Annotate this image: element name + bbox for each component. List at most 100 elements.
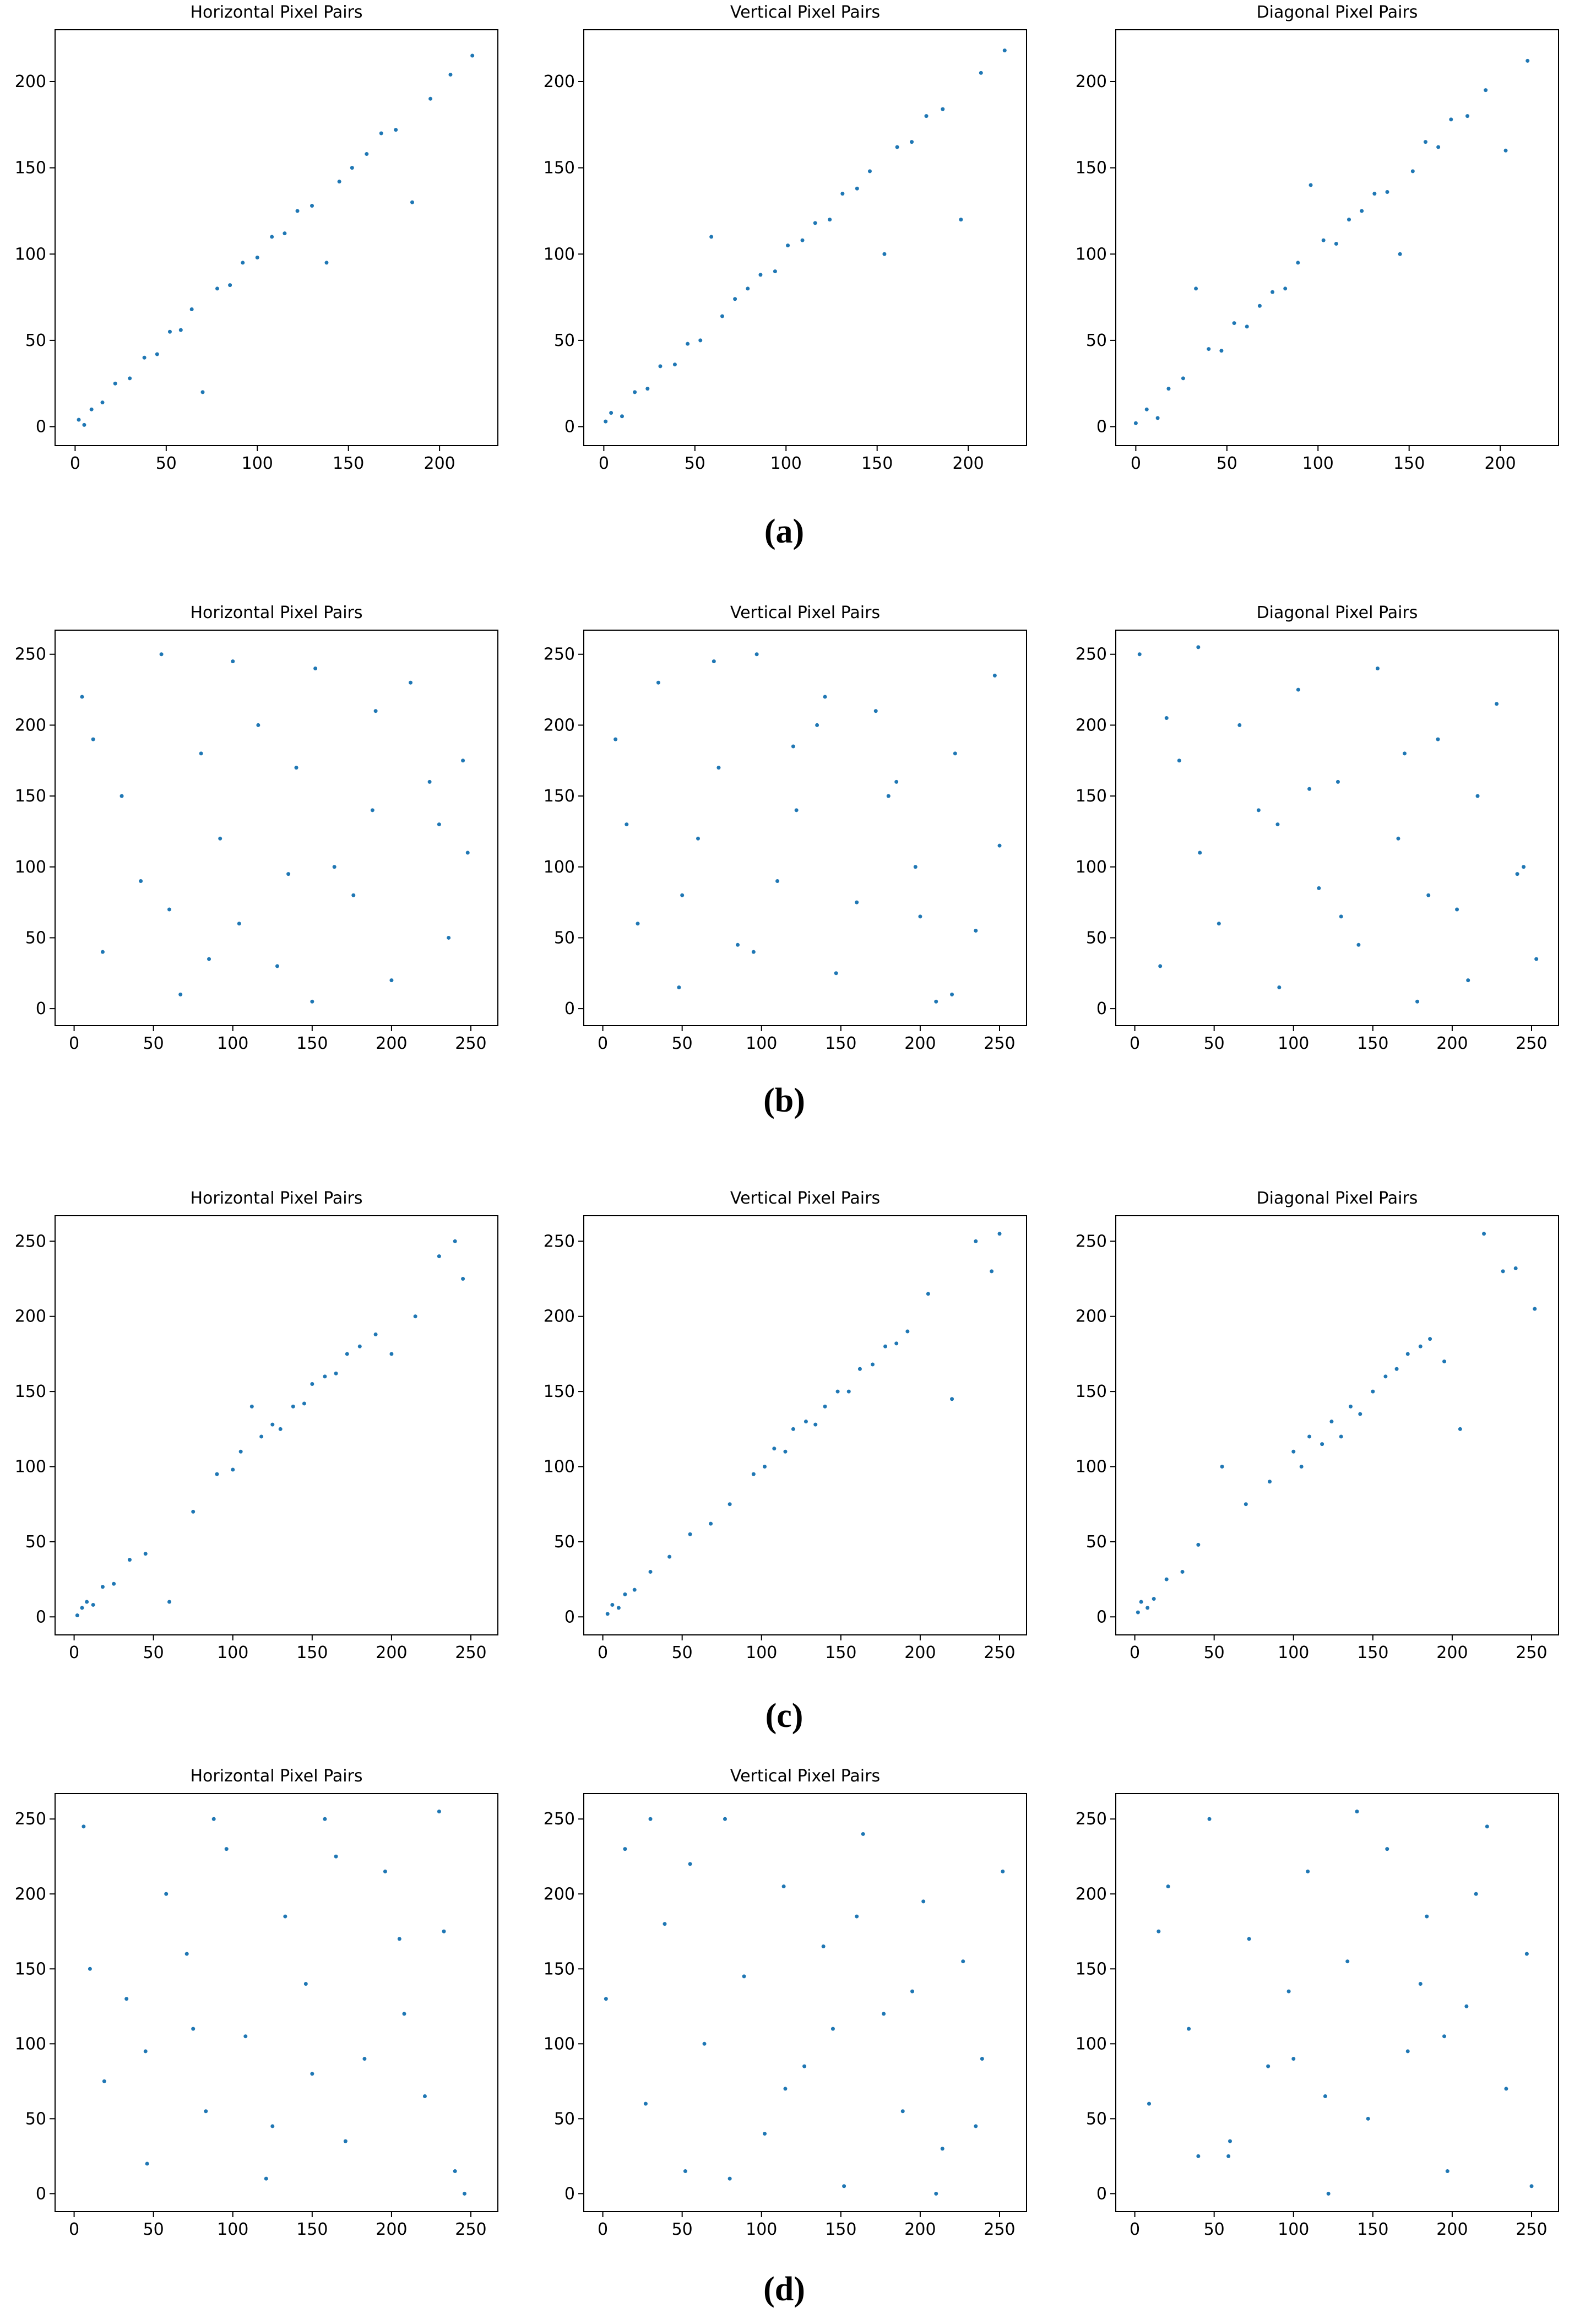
point [1220, 1465, 1224, 1469]
y-tick-label: 50 [25, 1532, 46, 1552]
y-tick-label: 200 [15, 72, 46, 91]
chart-title: Diagonal Pixel Pairs [1257, 1189, 1418, 1208]
y-tick-label: 200 [544, 716, 575, 735]
point [427, 779, 432, 784]
point [373, 709, 378, 713]
point [953, 751, 957, 756]
point [1198, 850, 1202, 855]
y-tick-label: 50 [554, 2109, 575, 2128]
point [742, 1974, 746, 1979]
point [604, 419, 608, 424]
chart-title: Horizontal Pixel Pairs [190, 1189, 362, 1208]
x-tick-label: 200 [952, 454, 984, 473]
point [1228, 2139, 1232, 2143]
point [672, 362, 677, 367]
point [1136, 1610, 1140, 1615]
point [373, 1332, 378, 1336]
point [677, 985, 681, 990]
point [453, 1239, 457, 1243]
point [294, 766, 298, 770]
point [465, 850, 470, 855]
point [324, 261, 329, 265]
point [733, 297, 737, 301]
x-tick-label: 50 [672, 1034, 693, 1053]
point [800, 238, 805, 242]
point [323, 1817, 327, 1821]
y-tick-label: 200 [15, 1307, 46, 1326]
point [997, 1232, 1002, 1236]
y-tick-label: 100 [544, 245, 575, 264]
point [1385, 189, 1389, 194]
point [1475, 794, 1480, 798]
point [1525, 58, 1530, 63]
y-tick-label: 200 [15, 1884, 46, 1904]
x-tick-label: 200 [1436, 2220, 1468, 2239]
point [453, 2169, 457, 2174]
point [926, 1292, 930, 1296]
point [623, 1592, 627, 1596]
point [830, 2027, 835, 2031]
point [91, 1602, 95, 1607]
point [772, 1447, 777, 1451]
point [1299, 1465, 1304, 1469]
point [1207, 347, 1211, 351]
y-tick-label: 150 [544, 1959, 575, 1979]
point [723, 1817, 727, 1821]
y-tick-label: 250 [544, 1232, 575, 1251]
x-tick-label: 50 [156, 454, 177, 473]
point [688, 1532, 692, 1536]
point [1356, 942, 1361, 947]
point [1133, 421, 1138, 425]
y-tick-label: 250 [15, 1810, 46, 1829]
x-tick-label: 0 [69, 1643, 79, 1662]
point [1271, 290, 1275, 294]
x-tick-label: 250 [984, 1643, 1015, 1662]
point [113, 381, 117, 386]
x-tick-label: 200 [904, 1643, 936, 1662]
x-tick-label: 100 [746, 1643, 777, 1662]
point [100, 950, 105, 954]
chart-title: Vertical Pixel Pairs [730, 1767, 880, 1786]
y-tick-label: 250 [1076, 645, 1107, 664]
point [781, 1884, 786, 1889]
point [1442, 1359, 1447, 1364]
x-tick-label: 200 [1436, 1034, 1468, 1053]
x-tick-label: 50 [672, 1643, 693, 1662]
y-tick-label: 100 [1076, 2034, 1107, 2054]
point [1375, 666, 1380, 670]
point [1522, 865, 1526, 869]
point [623, 1847, 627, 1851]
point [786, 243, 790, 248]
y-tick-label: 0 [36, 2184, 46, 2203]
point [337, 180, 341, 184]
point [1371, 1389, 1375, 1394]
x-tick-label: 0 [1130, 1034, 1140, 1053]
x-tick-label: 250 [1516, 2220, 1547, 2239]
point [1418, 1344, 1423, 1348]
point [167, 1600, 171, 1604]
point [1394, 1367, 1399, 1371]
point [643, 2101, 648, 2106]
point [605, 1612, 610, 1616]
x-tick-label: 50 [143, 1643, 164, 1662]
point [1320, 1442, 1324, 1447]
point [362, 2057, 367, 2061]
point [159, 652, 164, 657]
point [840, 192, 845, 196]
axes-frame [583, 1793, 1027, 2212]
point [1166, 1884, 1170, 1889]
point [702, 2041, 707, 2046]
point [791, 744, 795, 749]
y-tick-label: 200 [1076, 1884, 1107, 1904]
point [295, 209, 300, 213]
axes-frame [1115, 1793, 1559, 2212]
point [215, 1472, 219, 1476]
point [913, 865, 917, 869]
chart-title: Horizontal Pixel Pairs [190, 1767, 362, 1786]
point [1177, 759, 1181, 763]
point [437, 1254, 441, 1259]
point [164, 1892, 169, 1896]
axes-frame [55, 630, 498, 1026]
point [334, 1854, 338, 1859]
point [350, 166, 354, 170]
